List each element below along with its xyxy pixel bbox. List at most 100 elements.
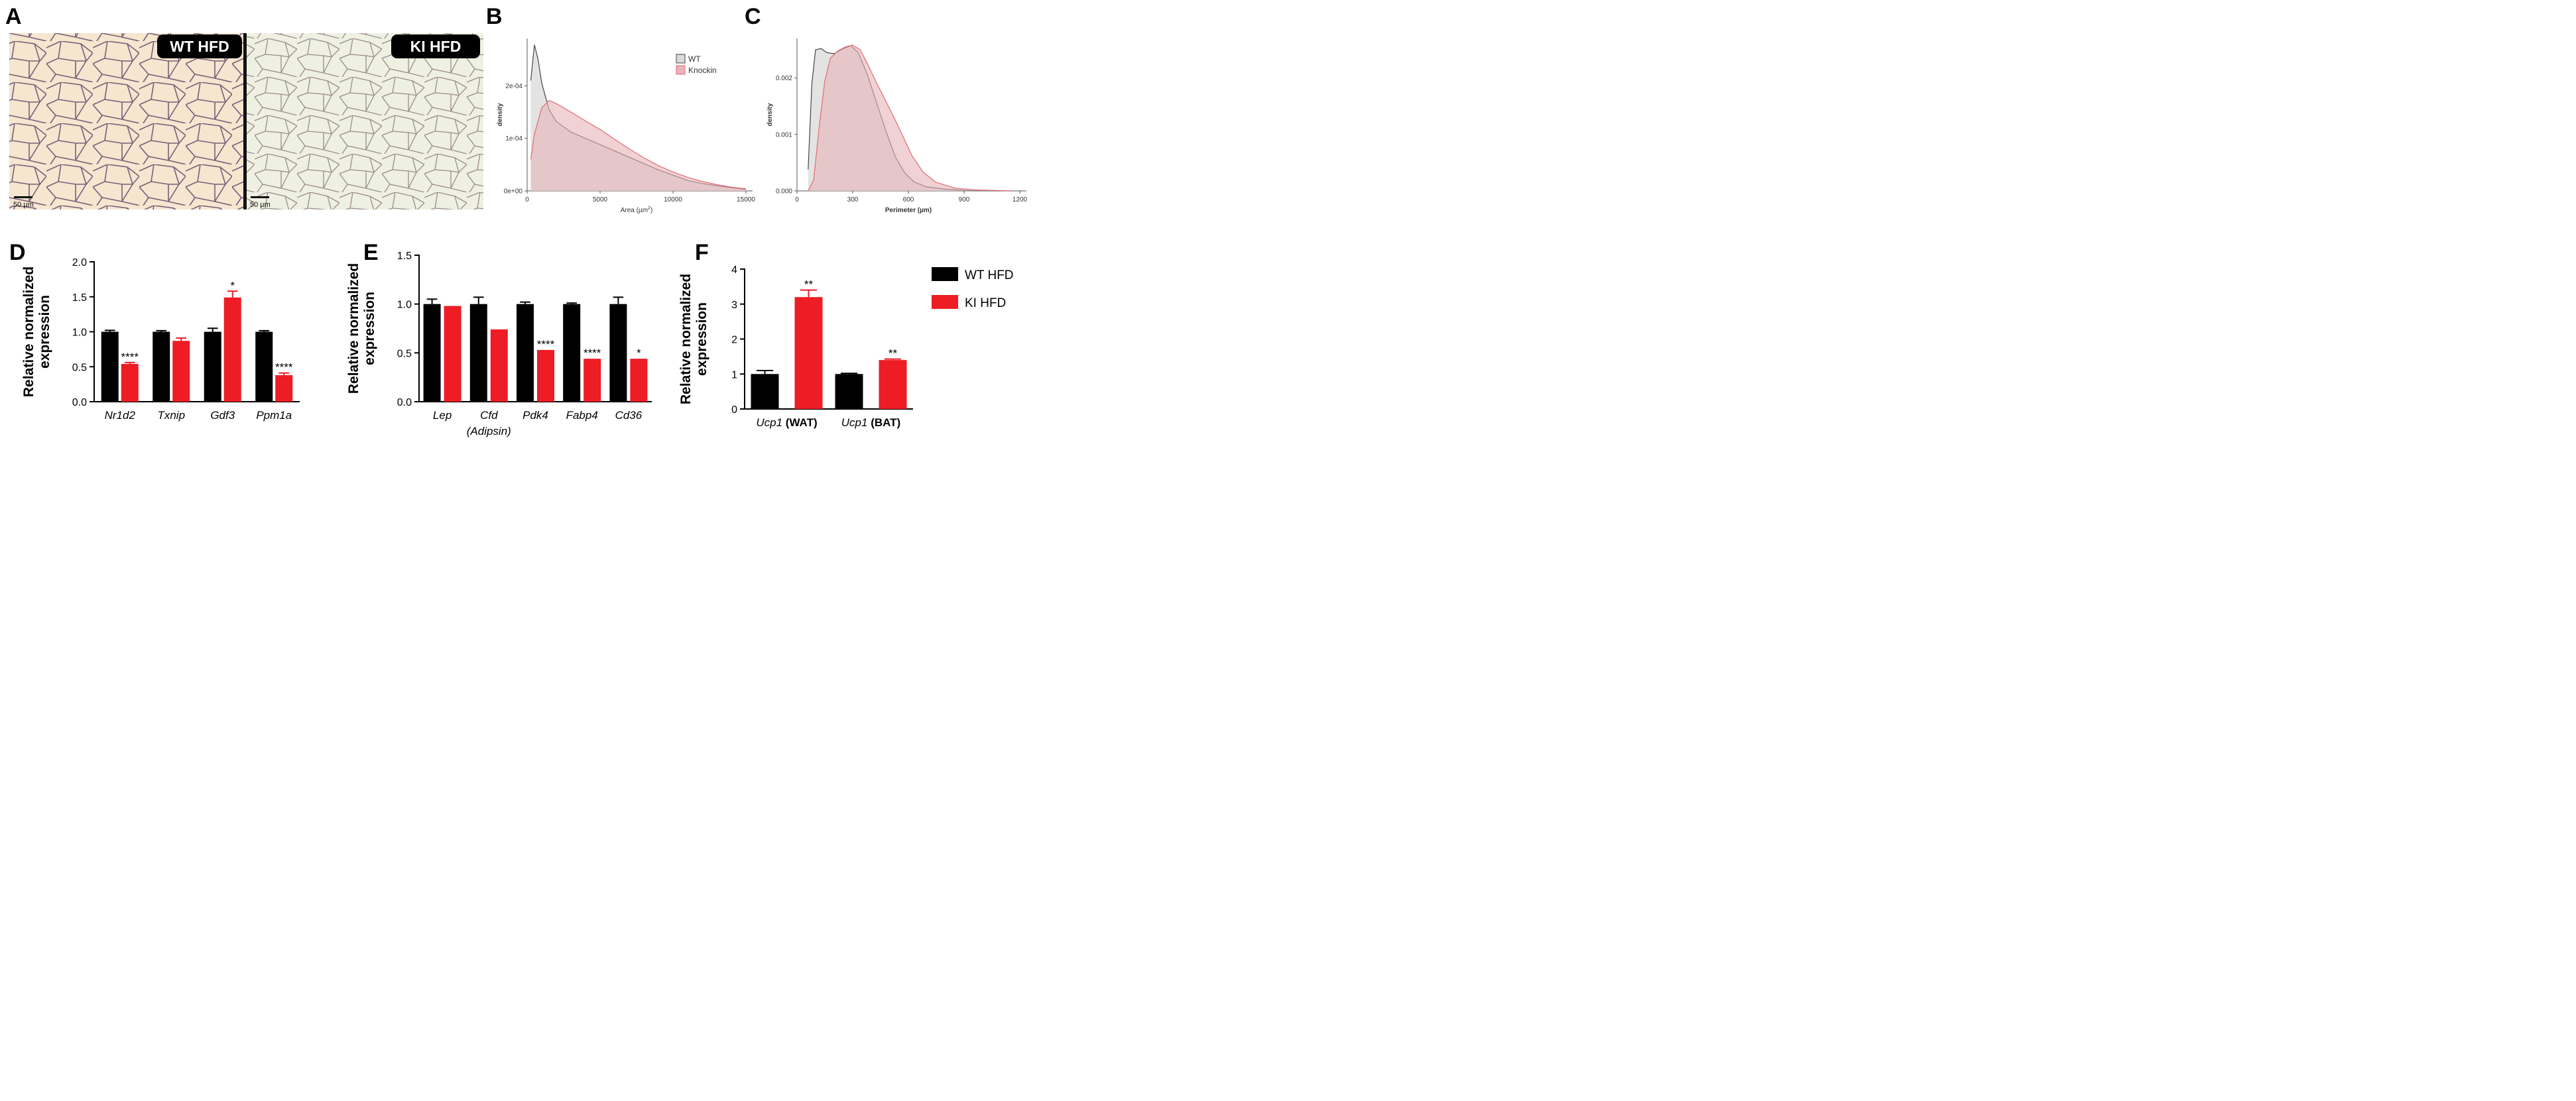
x-axis-title: Area (µm2) bbox=[621, 206, 653, 214]
category-sublabel: (Adipsin) bbox=[467, 425, 511, 437]
wt-hfd-tag: WT HFD bbox=[170, 38, 229, 55]
wt-hfd-bar bbox=[423, 304, 441, 402]
x-tick-label: 600 bbox=[903, 196, 914, 203]
legend-label-wt: WT bbox=[688, 54, 701, 64]
significance-marker: **** bbox=[583, 347, 601, 359]
scale-label-wt: 50 µm bbox=[13, 201, 34, 209]
category-label: Ucp1 (BAT) bbox=[841, 416, 900, 429]
y-axis-title-line1: Relative normalized bbox=[678, 274, 694, 404]
y-tick-label: 0.001 bbox=[776, 131, 792, 139]
ki-hfd-bar bbox=[794, 297, 823, 409]
scale-label-ki: 50 µm bbox=[250, 201, 271, 209]
wt-hfd-bar bbox=[204, 331, 221, 402]
wt-hfd-bar bbox=[153, 331, 170, 402]
category-label: Nr1d2 bbox=[105, 409, 136, 422]
significance-marker: ** bbox=[804, 278, 814, 291]
density-chart-perimeter: 0.000 0.001 0.002 0 300 600 900 1200 density Peri… bbox=[767, 38, 1028, 214]
ki-hfd-bar bbox=[879, 360, 907, 409]
figure: A B C D E F WT HFD KI HFD 50 µm 50 µm 0e… bbox=[5, 4, 1028, 437]
x-tick-label: 15000 bbox=[737, 196, 755, 203]
histology-divider bbox=[243, 33, 247, 209]
panel-label-b: B bbox=[486, 4, 503, 29]
category-label: Txnip bbox=[157, 409, 185, 422]
legend-swatch-wt bbox=[676, 54, 686, 64]
y-tick-label: 0 bbox=[731, 404, 737, 416]
y-tick-label: 0.0 bbox=[72, 397, 87, 408]
category-label: Pdk4 bbox=[522, 409, 548, 422]
ki-hfd-bar bbox=[583, 359, 601, 402]
y-axis-title: density bbox=[497, 103, 504, 126]
x-tick-label: 1200 bbox=[1012, 196, 1028, 203]
panel-label-d: D bbox=[9, 240, 26, 265]
significance-marker: **** bbox=[275, 361, 293, 374]
wt-hfd-bar bbox=[751, 374, 779, 409]
y-tick-label: 2e-04 bbox=[505, 83, 522, 90]
y-tick-label: 0e+00 bbox=[504, 188, 523, 196]
wt-hfd-bar bbox=[101, 331, 119, 402]
y-tick-label: 1.0 bbox=[72, 327, 87, 339]
y-axis-title-line1: Relative normalized bbox=[21, 266, 36, 397]
knockin-density-line bbox=[530, 99, 747, 190]
y-tick-label: 2.0 bbox=[72, 257, 87, 268]
wt-hfd-bar bbox=[517, 304, 534, 402]
ki-hfd-bar bbox=[275, 375, 293, 402]
y-tick-label: 1e-04 bbox=[505, 135, 522, 143]
scale-bar-wt bbox=[14, 196, 32, 198]
legend-swatch-ki-hfd bbox=[932, 295, 958, 309]
y-tick-label: 0.5 bbox=[72, 362, 87, 373]
y-tick-label: 1 bbox=[731, 369, 737, 380]
significance-marker: * bbox=[230, 279, 235, 292]
wt-hfd-bar bbox=[563, 304, 581, 402]
ki-hfd-bar bbox=[121, 364, 139, 402]
x-axis-title: Perimeter (µm) bbox=[885, 207, 932, 214]
legend-swatch-knockin bbox=[676, 65, 686, 75]
ki-hfd-bar bbox=[490, 329, 508, 402]
ki-hfd-bar bbox=[223, 297, 241, 402]
x-tick-label: 0 bbox=[525, 196, 529, 203]
y-tick-label: 0.5 bbox=[397, 348, 412, 359]
ki-hfd-tag-box bbox=[391, 34, 480, 58]
panel-label-c: C bbox=[745, 4, 761, 29]
category-label: Ppm1a bbox=[256, 409, 292, 422]
x-tick-label: 300 bbox=[847, 196, 859, 203]
wt-hfd-bar bbox=[609, 304, 627, 402]
category-label: Cd36 bbox=[615, 409, 643, 422]
category-label: Ucp1 (WAT) bbox=[756, 416, 817, 429]
wt-hfd-bar bbox=[255, 331, 273, 402]
legend-label-ki-hfd: KI HFD bbox=[965, 296, 1006, 310]
histology-wt-image bbox=[9, 33, 245, 209]
legend-swatch-wt-hfd bbox=[932, 267, 958, 281]
bar-chart-e: 0.0 0.5 1.0 1.5 Lep Cfd (Adipsin) **** Pdk4 **** F… bbox=[346, 251, 652, 437]
legend-label-wt-hfd: WT HFD bbox=[965, 268, 1014, 282]
knockin-density-line bbox=[808, 44, 1011, 192]
y-axis-title-line2: expression bbox=[362, 292, 377, 365]
wt-hfd-tag-box bbox=[157, 34, 242, 58]
wt-hfd-bar bbox=[835, 374, 863, 409]
bar-chart-d: 0.0 0.5 1.0 1.5 2.0 **** Nr1d2 Txnip * Gdf3 **** Pp… bbox=[21, 257, 300, 422]
histology-ki-image bbox=[247, 33, 483, 209]
y-tick-label: 0.0 bbox=[397, 397, 412, 408]
y-tick-label: 2 bbox=[731, 335, 737, 346]
y-tick-label: 1.0 bbox=[397, 300, 412, 311]
significance-marker: * bbox=[637, 347, 641, 359]
x-tick-label: 5000 bbox=[593, 196, 608, 203]
bar-chart-f: 0 1 2 3 4 ** Ucp1 (WAT) ** Ucp1 (BAT) Relative no… bbox=[678, 264, 1014, 429]
significance-marker: **** bbox=[121, 351, 139, 363]
y-tick-label: 1.5 bbox=[72, 292, 87, 304]
panel-label-a: A bbox=[5, 4, 22, 29]
category-label: Gdf3 bbox=[210, 409, 235, 422]
y-tick-label: 4 bbox=[731, 264, 737, 276]
wt-hfd-bar bbox=[469, 304, 487, 402]
y-axis-title-line2: expression bbox=[694, 302, 709, 376]
x-tick-label: 900 bbox=[959, 196, 970, 203]
y-tick-label: 3 bbox=[731, 300, 737, 311]
panel-label-e: E bbox=[363, 240, 379, 265]
legend-label-knockin: Knockin bbox=[688, 66, 717, 75]
knockin-density-area bbox=[530, 100, 746, 191]
significance-marker: **** bbox=[537, 338, 555, 351]
ki-hfd-tag: KI HFD bbox=[410, 38, 461, 55]
y-tick-label: 0.002 bbox=[776, 75, 792, 82]
y-axis-title: density bbox=[767, 103, 774, 126]
panel-label-f: F bbox=[695, 240, 709, 265]
category-label: Lep bbox=[433, 409, 452, 422]
